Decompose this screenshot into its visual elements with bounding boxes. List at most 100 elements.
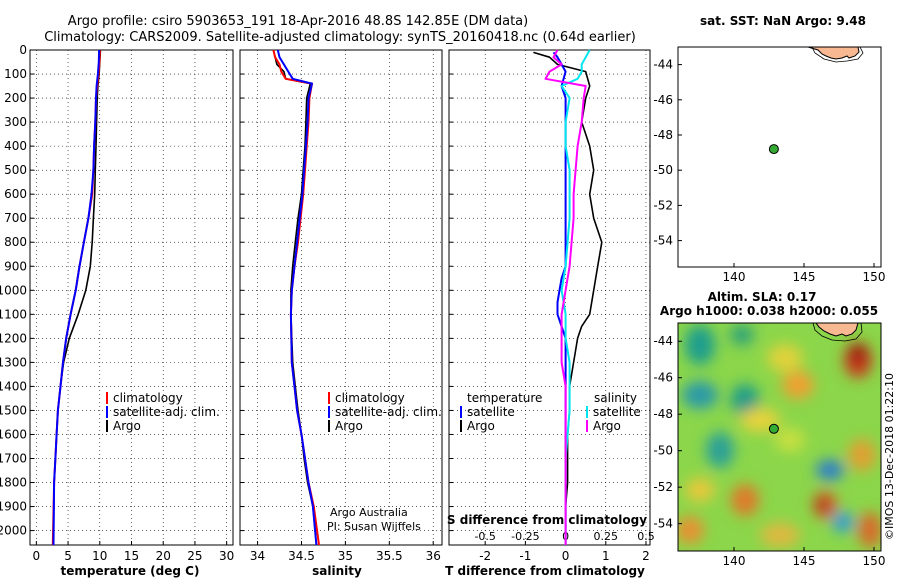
x-tick-label: 10 <box>92 549 107 563</box>
y-tick-label: 1600 <box>0 427 27 441</box>
sst-map-frame <box>677 46 882 268</box>
salinity-panel: 34 34.5 35 35.5 36 salinity climatology sate… <box>239 49 443 578</box>
series-line-climatology <box>51 49 101 546</box>
difference-ticks: -2 -1 0 1 2-0.5 -0.25 0 0.25 0.5 <box>449 49 655 563</box>
legend-label-sal-argo: Argo <box>593 419 621 433</box>
temperature-panel: 0 5 10 15 20 25 300100200300400500600700800900… <box>0 43 234 578</box>
x2-tick-label: -0.5 <box>474 530 495 543</box>
series-line-argo <box>272 49 318 546</box>
x-tick-label: 34 <box>250 549 265 563</box>
x-tick-label: 150 <box>863 554 886 568</box>
y-tick-label: -50 <box>653 163 673 177</box>
y-tick-label: 1500 <box>0 403 27 417</box>
temperature-legend: climatology satellite-adj. clim. Argo <box>106 391 220 433</box>
salinity-axis-label: salinity <box>312 564 362 578</box>
x-tick-label: 145 <box>793 270 816 284</box>
y-tick-label: -52 <box>653 480 673 494</box>
difference-axis-label-t: T difference from climatology <box>445 564 645 578</box>
sla-map-panel: Altim. SLA: 0.17 Argo h1000: 0.038 h2000… <box>653 290 885 568</box>
sla-blob <box>816 460 844 480</box>
salinity-legend: climatology satellite-adj. clim. Argo <box>328 391 442 433</box>
sst-map-points <box>768 144 779 155</box>
sla-map-ticks: 140 145 150 -44 -46 -48 -50 -52 -54 <box>653 334 885 568</box>
y-tick-label: -44 <box>653 58 673 72</box>
difference-lines <box>533 49 603 545</box>
y-tick-label: 100 <box>4 67 27 81</box>
y-tick-label: 700 <box>4 211 27 225</box>
tasmania-coastline <box>807 47 860 60</box>
x-tick-label: 25 <box>187 549 202 563</box>
sla-blob <box>775 428 805 452</box>
y-tick-label: -46 <box>653 371 673 385</box>
y-tick-label: -48 <box>653 407 673 421</box>
sla-blob <box>760 523 800 547</box>
x-tick-label: -2 <box>479 549 491 563</box>
tasmania-shelf <box>811 47 864 63</box>
x2-tick-label: 0.25 <box>594 530 619 543</box>
x-tick-label: -1 <box>519 549 531 563</box>
y-tick-label: 300 <box>4 115 27 129</box>
y-tick-label: 2000 <box>0 524 27 538</box>
y-tick-label: 200 <box>4 91 27 105</box>
y-tick-label: 1700 <box>0 451 27 465</box>
sla-map-frame <box>677 322 882 552</box>
y-tick-label: -54 <box>653 234 673 248</box>
legend-header-temperature: temperature <box>467 391 542 405</box>
imos-credit: ©IMOS 13-Dec-2018 01:22:10 <box>883 373 896 540</box>
sla-map-title1: Altim. SLA: 0.17 <box>708 290 817 304</box>
sla-blob <box>858 512 881 548</box>
y-tick-label: -54 <box>653 517 673 531</box>
sst-map-title: sat. SST: NaN Argo: 9.48 <box>700 14 866 28</box>
y-tick-label: 0 <box>19 43 27 57</box>
y-tick-label: 1200 <box>0 331 27 345</box>
legend-label-satellite: satellite-adj. clim. <box>335 405 442 419</box>
y-tick-label: -48 <box>653 128 673 142</box>
legend-label-climatology: climatology <box>113 391 183 405</box>
salinity-profile-lines <box>272 49 320 546</box>
y-tick-label: -44 <box>653 334 673 348</box>
salinity-axes-frame <box>239 49 443 546</box>
y-tick-label: 1300 <box>0 355 27 369</box>
y-tick-label: 1400 <box>0 379 27 393</box>
figure-title-line2: Climatology: CARS2009. Satellite-adjuste… <box>44 30 636 45</box>
y-tick-label: 400 <box>4 139 27 153</box>
annotation-pi: PI: Susan Wijffels <box>327 520 421 533</box>
sla-blob <box>706 432 734 468</box>
legend-label-argo: Argo <box>335 419 363 433</box>
x-tick-label: 15 <box>124 549 139 563</box>
legend-label-temp-argo: Argo <box>467 419 495 433</box>
x-tick-label: 2 <box>642 549 650 563</box>
series-line-satellite-adj-clim- <box>276 49 318 546</box>
series-line-climatology <box>272 49 320 546</box>
y-tick-label: 600 <box>4 187 27 201</box>
y-tick-label: 500 <box>4 163 27 177</box>
sla-blob <box>782 371 814 399</box>
sla-blob <box>848 439 876 471</box>
x-tick-label: 5 <box>64 549 72 563</box>
legend-label-sal-satellite: satellite <box>593 405 641 419</box>
sla-field-blobs <box>678 325 881 548</box>
y-tick-label: 800 <box>4 235 27 249</box>
sla-map-title2: Argo h1000: 0.038 h2000: 0.055 <box>660 304 878 318</box>
sla-blob <box>730 325 754 345</box>
sla-blob <box>678 516 704 544</box>
series-line-argo <box>52 49 102 546</box>
tasmania-coastline <box>815 323 859 337</box>
x-tick-label: 0 <box>33 549 41 563</box>
difference-axes-frame <box>448 49 651 546</box>
argo-float-marker <box>768 144 779 155</box>
legend-header-salinity: salinity <box>594 391 637 405</box>
temperature-axis-label: temperature (deg C) <box>61 564 200 578</box>
series-line-salinity-argo <box>544 49 587 545</box>
argo-float-marker <box>768 423 779 434</box>
annotation-argo-australia: Argo Australia <box>330 506 408 519</box>
x-tick-label: 35 <box>338 549 353 563</box>
sla-heatmap <box>678 323 881 551</box>
x-tick-label: 36 <box>426 549 441 563</box>
x-tick-label: 35.5 <box>376 549 403 563</box>
figure-title-line1: Argo profile: csiro 5903653_191 18-Apr-2… <box>68 14 528 29</box>
x-tick-label: 30 <box>219 549 234 563</box>
difference-panel: -2 -1 0 1 2-0.5 -0.25 0 0.25 0.5 T difference fr… <box>445 49 655 578</box>
sla-blob <box>767 344 803 372</box>
